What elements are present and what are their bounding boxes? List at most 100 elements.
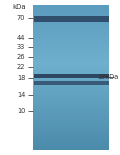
Bar	[33, 88, 109, 90]
Bar	[33, 27, 109, 28]
Bar	[33, 116, 109, 117]
Text: kDa: kDa	[13, 4, 26, 10]
Bar	[33, 70, 109, 71]
Bar	[33, 29, 109, 30]
Bar	[33, 93, 109, 95]
Bar	[33, 7, 109, 8]
Bar	[33, 136, 109, 137]
Bar	[33, 99, 109, 101]
Text: 26: 26	[17, 54, 25, 60]
Bar	[33, 38, 109, 39]
Bar	[33, 133, 109, 135]
Bar	[33, 76, 109, 78]
Bar	[33, 78, 109, 79]
Bar	[33, 132, 109, 133]
Bar	[33, 80, 109, 81]
Bar	[33, 8, 109, 9]
Bar	[33, 98, 109, 99]
Bar	[33, 46, 109, 47]
Bar	[33, 14, 109, 16]
Bar	[33, 108, 109, 109]
Bar	[33, 117, 109, 119]
Bar	[33, 69, 109, 70]
Bar	[33, 22, 109, 23]
Bar	[33, 45, 109, 46]
Bar	[33, 147, 109, 148]
Bar	[33, 44, 109, 45]
Bar	[33, 71, 109, 73]
Bar	[33, 96, 109, 97]
Bar	[33, 101, 109, 102]
Bar	[33, 128, 109, 130]
Bar	[33, 9, 109, 11]
Text: 70: 70	[17, 15, 25, 21]
Bar	[33, 119, 109, 120]
Bar	[33, 103, 109, 104]
Bar	[33, 18, 109, 19]
Bar	[33, 59, 109, 60]
Bar	[33, 126, 109, 127]
Bar	[33, 115, 109, 116]
Bar	[34, 74, 109, 78]
Bar	[33, 125, 109, 126]
Bar	[33, 143, 109, 144]
Bar	[33, 138, 109, 140]
Bar	[33, 19, 109, 20]
Bar	[33, 137, 109, 138]
Bar	[33, 65, 109, 67]
Bar	[33, 144, 109, 146]
Bar	[33, 63, 109, 64]
Bar	[33, 28, 109, 29]
Text: 18: 18	[17, 75, 25, 80]
Bar	[33, 47, 109, 48]
Bar	[33, 121, 109, 122]
Bar	[33, 6, 109, 7]
Bar	[33, 102, 109, 103]
Text: 19kDa: 19kDa	[97, 74, 118, 80]
Bar	[33, 62, 109, 63]
Text: 14: 14	[17, 92, 25, 97]
Bar	[33, 114, 109, 115]
Bar	[33, 67, 109, 68]
Bar	[33, 87, 109, 88]
Bar	[33, 17, 109, 18]
Bar	[33, 35, 109, 36]
Bar	[33, 81, 109, 82]
Bar	[33, 73, 109, 74]
Bar	[34, 16, 109, 22]
Bar	[33, 20, 109, 22]
Bar	[33, 141, 109, 142]
Bar	[33, 149, 109, 150]
Bar	[33, 105, 109, 107]
Bar	[33, 111, 109, 113]
Bar	[33, 40, 109, 41]
Bar	[33, 33, 109, 34]
Bar	[33, 42, 109, 44]
Bar	[33, 130, 109, 131]
Bar	[33, 13, 109, 14]
Text: 33: 33	[17, 44, 25, 50]
Bar	[33, 135, 109, 136]
Bar	[33, 148, 109, 149]
Bar	[33, 90, 109, 91]
Bar	[33, 109, 109, 110]
Bar	[33, 30, 109, 31]
Bar	[33, 34, 109, 35]
Bar	[33, 24, 109, 25]
Bar	[33, 140, 109, 141]
Bar	[33, 142, 109, 143]
Bar	[33, 23, 109, 24]
Bar	[34, 81, 109, 85]
Bar	[33, 124, 109, 125]
Bar	[33, 95, 109, 96]
Bar	[33, 57, 109, 58]
Bar	[33, 104, 109, 105]
Bar	[33, 50, 109, 51]
Bar	[33, 41, 109, 42]
Text: 44: 44	[17, 35, 25, 41]
Bar	[33, 86, 109, 87]
Bar	[33, 131, 109, 132]
Bar	[33, 48, 109, 50]
Text: 22: 22	[17, 64, 25, 70]
Bar	[33, 120, 109, 121]
